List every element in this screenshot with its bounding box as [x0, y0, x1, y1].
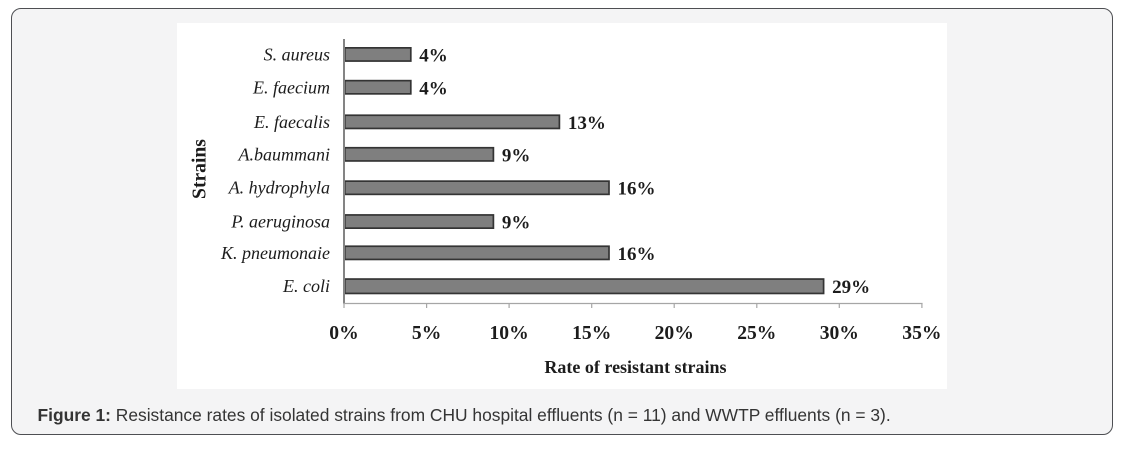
svg-text:30%: 30% [820, 323, 859, 344]
svg-text:E. faecium: E. faecium [252, 78, 330, 98]
svg-text:16%: 16% [618, 179, 656, 200]
svg-text:A.baummani: A.baummani [238, 144, 331, 164]
svg-text:S. aureus: S. aureus [264, 45, 330, 65]
svg-text:0%: 0% [329, 323, 358, 344]
svg-text:Rate of resistant strains: Rate of resistant strains [544, 357, 726, 377]
svg-text:4%: 4% [419, 46, 448, 67]
svg-text:9%: 9% [502, 212, 531, 233]
svg-text:20%: 20% [655, 323, 694, 344]
svg-text:25%: 25% [737, 323, 776, 344]
svg-text:E. faecalis: E. faecalis [253, 112, 330, 132]
svg-text:9%: 9% [502, 145, 531, 166]
svg-text:13%: 13% [568, 113, 606, 134]
svg-text:4%: 4% [419, 79, 448, 100]
svg-text:10%: 10% [490, 323, 529, 344]
svg-text:15%: 15% [572, 323, 611, 344]
svg-text:A. hydrophyla: A. hydrophyla [228, 178, 330, 198]
svg-text:P. aeruginosa: P. aeruginosa [230, 211, 330, 231]
svg-text:16%: 16% [618, 244, 656, 265]
svg-text:Strains: Strains [190, 139, 211, 199]
svg-text:29%: 29% [832, 277, 870, 298]
svg-text:5%: 5% [412, 323, 441, 344]
svg-text:K. pneumonaie: K. pneumonaie [220, 243, 330, 263]
svg-text:E. coli: E. coli [282, 276, 330, 296]
svg-text:35%: 35% [902, 323, 941, 344]
